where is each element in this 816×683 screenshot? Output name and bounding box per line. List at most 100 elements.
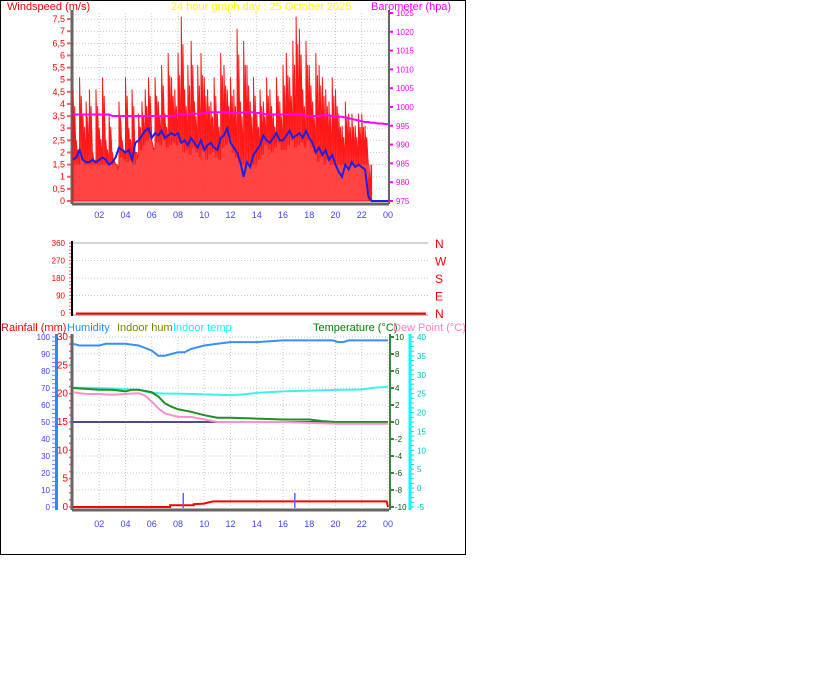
hour-tick-label: 08 (173, 210, 183, 220)
rainfall-tick-label: 20 (57, 389, 69, 400)
indoor-temp-tick-label: 0 (417, 484, 422, 493)
hour-tick-label: 16 (278, 210, 288, 220)
hour-tick-label: 16 (278, 519, 288, 529)
hour-tick-label: 20 (330, 519, 340, 529)
indoor-temp-tick-label: 25 (417, 390, 426, 399)
indoor-temp-tick-label: 15 (417, 427, 426, 436)
windspeed-tick-label: 4,5 (52, 87, 65, 97)
rainfall-tick-label: 5 (62, 474, 68, 485)
barometer-tick-label: 1000 (396, 103, 414, 112)
windspeed-tick-label: 3,5 (52, 111, 65, 121)
temperature-tick-label: 0 (395, 418, 400, 427)
temperature-tick-label: 8 (395, 350, 400, 359)
hour-tick-label: 12 (225, 210, 235, 220)
temperature-tick-label: 6 (395, 367, 400, 376)
legend-item: Indoor temp (173, 322, 232, 334)
barometer-axis-title: Barometer (hpa) (371, 1, 451, 13)
hour-tick-label: 18 (304, 210, 314, 220)
temperature-tick-label: -4 (395, 452, 403, 461)
rainfall-tick-label: 25 (57, 360, 69, 371)
humidity-tick-label: 30 (41, 452, 50, 461)
windspeed-tick-label: 1 (60, 172, 65, 182)
direction-tick-label: 90 (56, 292, 65, 301)
windspeed-tick-label: 6 (60, 50, 65, 60)
temperature-tick-label: 4 (395, 384, 400, 393)
graph-frame (0, 0, 466, 555)
hour-tick-label: 08 (173, 519, 183, 529)
indoor-temp-tick-label: 10 (417, 446, 426, 455)
hour-tick-label: 18 (304, 519, 314, 529)
barometer-tick-label: 985 (396, 159, 410, 168)
rainfall-series (73, 500, 389, 508)
hour-tick-label: 10 (199, 210, 209, 220)
rainfall-tick-label: 15 (57, 417, 69, 428)
barometer-tick-label: 1015 (396, 47, 414, 56)
temperature-tick-label: -10 (395, 503, 407, 512)
direction-tick-label: 180 (52, 274, 66, 283)
direction-tick-label: 0 (61, 309, 66, 318)
hour-tick-label: 22 (357, 519, 367, 529)
humidity-tick-label: 70 (41, 384, 50, 393)
windspeed-tick-label: 0 (60, 196, 65, 206)
windspeed-tick-label: 6,5 (52, 38, 65, 48)
hour-tick-label: 00 (383, 210, 393, 220)
barometer-tick-label: 990 (396, 141, 410, 150)
indoor-temp-tick-label: 35 (417, 352, 426, 361)
barometer-tick-label: 980 (396, 178, 410, 187)
humidity-tick-label: 80 (41, 367, 50, 376)
barometer-series (73, 111, 389, 126)
rainfall-tick-label: 30 (57, 332, 69, 343)
compass-label: N (435, 307, 444, 321)
rainfall-tick-label: 10 (57, 445, 69, 456)
legend-item: Rainfall (mm) (1, 322, 66, 334)
hour-tick-label: 02 (94, 210, 104, 220)
temperature-tick-label: -2 (395, 435, 403, 444)
humidity-tick-label: 50 (41, 418, 50, 427)
barometer-tick-label: 995 (396, 122, 410, 131)
wind-barometer-chart: Windspeed (m/s) 24 hour graph day : 25 O… (7, 1, 451, 220)
humidity-tick-label: 100 (37, 333, 51, 342)
hour-tick-label: 04 (120, 519, 130, 529)
hour-tick-label: 06 (147, 210, 157, 220)
legend-item: Humidity (67, 322, 110, 334)
windspeed-tick-label: 7,5 (52, 14, 65, 24)
windspeed-tick-label: 2,5 (52, 135, 65, 145)
windspeed-tick-label: 4 (60, 99, 65, 109)
direction-tick-label: 270 (52, 257, 66, 266)
legend-item: Temperature (°C) (313, 322, 397, 334)
direction-tick-label: 360 (52, 239, 66, 248)
legend-item: Dew Point (°C) (393, 322, 466, 334)
legend-item: Indoor hum (117, 322, 173, 334)
compass-label: E (435, 290, 443, 304)
temperature-tick-label: -6 (395, 469, 403, 478)
barometer-tick-label: 975 (396, 197, 410, 206)
windspeed-tick-label: 5,5 (52, 63, 65, 73)
indoor-temp-tick-label: 5 (417, 465, 422, 474)
wind-direction-chart: 0 N 90 E 180 S 270 W 360 N (52, 237, 447, 321)
hour-tick-label: 14 (252, 519, 262, 529)
humidity-tick-label: 90 (41, 350, 50, 359)
temperature-series (72, 387, 388, 423)
temperature-tick-label: 2 (395, 401, 400, 410)
dew-point-series (72, 391, 388, 425)
indoor-temp-tick-label: 20 (417, 409, 426, 418)
barometer-tick-label: 1025 (396, 9, 414, 18)
indoor-temp-tick-label: 30 (417, 371, 426, 380)
humidity-tick-label: 10 (41, 486, 50, 495)
windspeed-tick-label: 0,5 (52, 184, 65, 194)
compass-label: S (435, 272, 443, 286)
compass-label: N (435, 237, 444, 251)
rainfall-tick-label: 0 (62, 502, 68, 513)
windspeed-tick-label: 2 (60, 147, 65, 157)
barometer-tick-label: 1010 (396, 65, 414, 74)
humidity-tick-label: 60 (41, 401, 50, 410)
indoor-temp-tick-label: -5 (417, 503, 425, 512)
rain-humidity-temperature-chart: Rainfall (mm) Humidity Indoor hum Indoor te… (1, 322, 466, 529)
windspeed-tick-label: 7 (60, 26, 65, 36)
temperature-tick-label: -8 (395, 486, 403, 495)
barometer-tick-label: 1005 (396, 84, 414, 93)
hour-tick-label: 00 (383, 519, 393, 529)
hour-tick-label: 04 (120, 210, 130, 220)
barometer-tick-label: 1020 (396, 28, 414, 37)
windspeed-axis-title: Windspeed (m/s) (7, 1, 90, 13)
